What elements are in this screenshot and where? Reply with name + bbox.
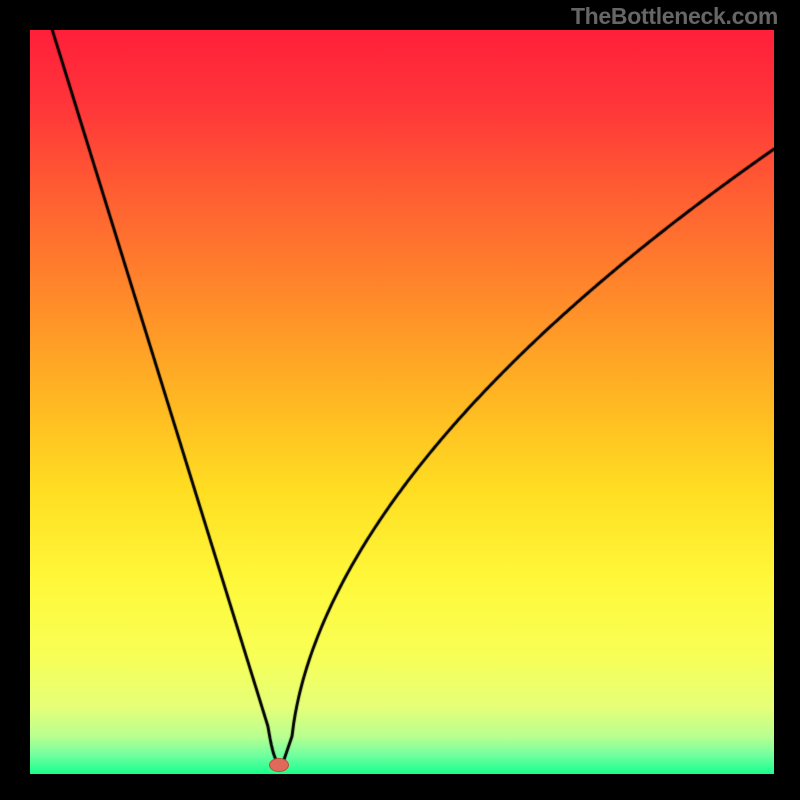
plot-area (30, 30, 774, 774)
watermark-text: TheBottleneck.com (571, 3, 778, 30)
bottleneck-curve (30, 30, 774, 774)
optimum-marker (269, 758, 289, 772)
